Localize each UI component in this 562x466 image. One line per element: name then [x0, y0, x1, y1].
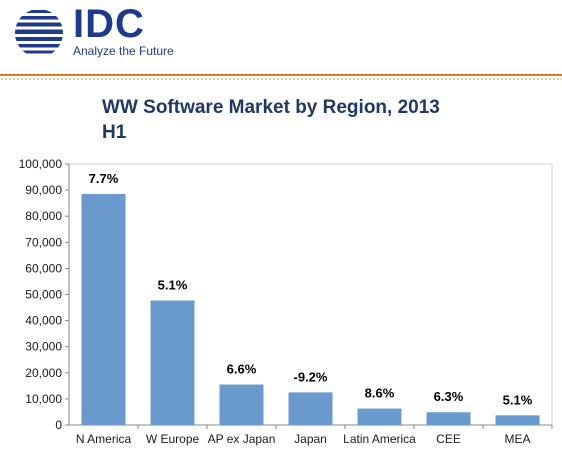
y-tick-label: 70,000 [25, 235, 62, 249]
bar [219, 384, 264, 425]
data-label: -9.2% [294, 369, 328, 384]
data-label: 5.1% [158, 278, 188, 293]
data-label: 6.3% [434, 389, 464, 404]
x-tick-label: Japan [294, 432, 327, 446]
bar [357, 408, 402, 425]
x-tick-label: AP ex Japan [208, 432, 276, 446]
bar [426, 412, 471, 425]
x-tick-label: Latin America [343, 432, 416, 446]
data-label: 8.6% [365, 386, 395, 401]
data-label: 7.7% [89, 171, 119, 186]
bar [150, 300, 195, 425]
y-tick-label: 100,000 [19, 157, 63, 171]
y-tick-label: 50,000 [25, 288, 62, 302]
header-dotted-divider [0, 77, 562, 81]
x-tick-label: CEE [436, 432, 461, 446]
chart-title-line-1: WW Software Market by Region, 2013 [102, 97, 440, 118]
chart-title: WW Software Market by Region, 2013 H1 [102, 95, 502, 145]
y-tick-label: 80,000 [25, 209, 62, 223]
y-tick-label: 10,000 [25, 392, 62, 406]
bar [81, 194, 126, 425]
data-label: 5.1% [503, 392, 533, 407]
data-label: 6.6% [227, 362, 257, 377]
x-tick-label: MEA [504, 432, 530, 446]
header: IDC Analyze the Future [0, 0, 562, 72]
chart-title-line-2: H1 [102, 122, 127, 143]
header-divider [0, 74, 562, 76]
globe-logo-icon [15, 9, 63, 57]
x-tick-label: W Europe [146, 432, 200, 446]
y-tick-label: 20,000 [25, 366, 62, 380]
y-tick-label: 60,000 [25, 261, 62, 275]
y-tick-label: 40,000 [25, 314, 62, 328]
tagline: Analyze the Future [73, 44, 174, 58]
y-tick-label: 90,000 [25, 183, 62, 197]
y-tick-label: 30,000 [25, 340, 62, 354]
bar [288, 392, 333, 425]
y-tick-label: 0 [55, 418, 62, 432]
bar [495, 415, 540, 425]
x-tick-label: N America [76, 432, 132, 446]
logo-text: IDC [73, 2, 145, 46]
